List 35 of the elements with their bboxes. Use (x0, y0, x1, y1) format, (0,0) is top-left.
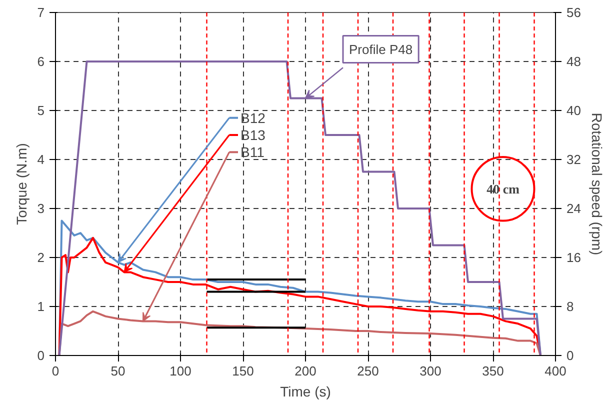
y2-tick-label: 56 (566, 5, 581, 20)
x-tick-label: 150 (232, 364, 254, 378)
line-series (58, 310, 542, 356)
y2-tick-label: 8 (566, 299, 574, 314)
x-axis-title: Time (s) (280, 384, 331, 400)
x-tick-label: 350 (482, 364, 504, 378)
y-tick-label: 2 (37, 250, 45, 265)
legend-label: B13 (240, 127, 266, 143)
x-tick-label: 400 (544, 364, 566, 378)
line-series (58, 60, 542, 356)
x-tick-label: 100 (170, 364, 192, 378)
legend-label: B11 (240, 144, 265, 160)
x-tick-label: 0 (52, 364, 60, 378)
y2-tick-label: 48 (566, 54, 581, 69)
x-tick-label: 250 (357, 364, 379, 378)
y2-tick-label: 32 (566, 152, 581, 167)
x-tick-label: 300 (420, 364, 442, 378)
y-tick-label: 4 (37, 152, 45, 167)
legend-label: B12 (240, 110, 266, 126)
y2-tick-label: 0 (566, 348, 574, 363)
annotation: 40 cm (486, 181, 520, 196)
y-axis-title: Torque (N.m) (13, 143, 30, 225)
y-tick-label: 3 (37, 201, 45, 216)
y2-axis-title: Rotational speed (rpm) (588, 112, 605, 256)
x-tick-label: 200 (294, 364, 316, 378)
y2-tick-label: 16 (566, 250, 581, 265)
y-tick-label: 7 (37, 5, 45, 20)
y-tick-label: 0 (37, 348, 45, 363)
y-tick-label: 5 (37, 103, 45, 118)
y2-tick-label: 24 (566, 201, 581, 216)
text: Profile P48 (349, 42, 413, 57)
y2-tick-label: 40 (566, 103, 581, 118)
x-tick-label: 50 (110, 364, 126, 378)
y-tick-label: 1 (37, 299, 45, 314)
y-tick-label: 6 (37, 54, 45, 69)
